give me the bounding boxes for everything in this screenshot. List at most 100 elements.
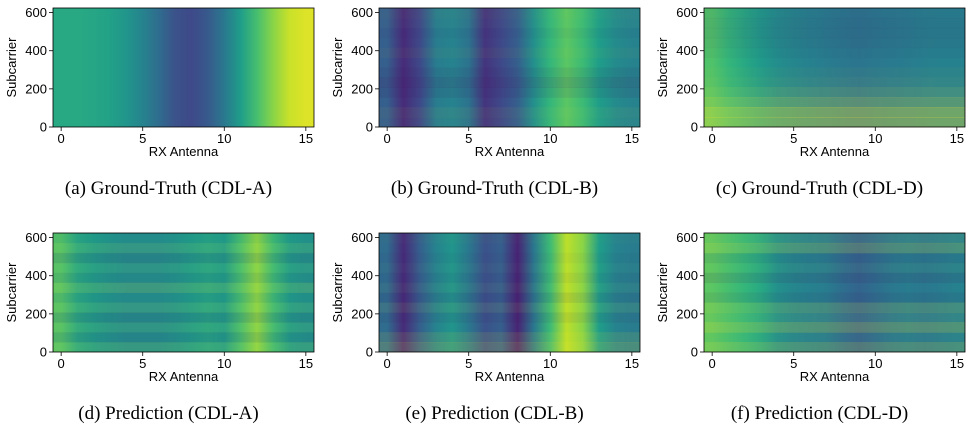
heatmap-band bbox=[53, 342, 314, 353]
y-tick-label: 200 bbox=[25, 306, 47, 321]
x-tick-label: 15 bbox=[625, 356, 639, 371]
heatmap-band bbox=[379, 107, 640, 118]
x-axis-label: RX Antenna bbox=[800, 144, 870, 159]
y-tick-label: 400 bbox=[676, 43, 698, 58]
heatmap-band bbox=[53, 252, 314, 264]
y-tick-label: 600 bbox=[25, 230, 47, 245]
y-tick-label: 600 bbox=[351, 5, 373, 20]
plot-frame bbox=[52, 232, 315, 353]
heatmap-band bbox=[704, 77, 965, 88]
heatmap-band bbox=[53, 332, 314, 343]
y-axis-label: Subcarrier bbox=[4, 262, 19, 323]
heatmap-band bbox=[704, 332, 965, 342]
x-tick-label: 5 bbox=[465, 356, 472, 371]
x-tick-label: 15 bbox=[299, 131, 313, 146]
subfigure-caption: (b) Ground-Truth (CDL-B) bbox=[391, 178, 598, 199]
heatmap-band bbox=[704, 252, 965, 264]
x-axis-label: RX Antenna bbox=[800, 369, 870, 384]
heatmap-panel-5: 0 200 400 600 0 5 10 15 RX Antenna Subcarrier (e) … bbox=[330, 230, 641, 424]
x-tick-label: 5 bbox=[790, 356, 797, 371]
x-tick-label: 5 bbox=[790, 131, 797, 146]
heatmap-field bbox=[704, 8, 965, 127]
plot-frame bbox=[378, 7, 641, 128]
y-tick-label: 600 bbox=[351, 230, 373, 245]
heatmap-band bbox=[704, 263, 965, 273]
subfigure-caption: (c) Ground-Truth (CDL-D) bbox=[716, 178, 923, 199]
heatmap-band bbox=[704, 322, 965, 333]
heatmap-band bbox=[379, 302, 640, 313]
heatmap-band bbox=[379, 253, 640, 263]
heatmap-band bbox=[379, 332, 640, 343]
heatmap-band bbox=[53, 282, 314, 293]
heatmap-band bbox=[53, 233, 314, 243]
plot-frame bbox=[378, 232, 641, 353]
heatmap-band bbox=[53, 302, 314, 313]
heatmap-band bbox=[704, 292, 965, 303]
x-tick-label: 10 bbox=[868, 131, 882, 146]
x-tick-label: 0 bbox=[384, 356, 391, 371]
subfigure-caption: (e) Prediction (CDL-B) bbox=[405, 403, 583, 424]
heatmap-field bbox=[379, 233, 640, 352]
x-tick-label: 15 bbox=[950, 131, 964, 146]
heatmap-band bbox=[704, 342, 965, 353]
x-tick-label: 10 bbox=[217, 356, 231, 371]
heatmap-band bbox=[53, 242, 314, 254]
heatmap-band bbox=[379, 28, 640, 38]
x-tick-label: 0 bbox=[58, 356, 65, 371]
y-tick-label: 400 bbox=[351, 43, 373, 58]
y-tick-label: 200 bbox=[351, 81, 373, 96]
y-axis-label: Subcarrier bbox=[655, 262, 670, 323]
heatmap-panel-3: 0 200 400 600 0 5 10 15 RX Antenna Subcarrier (c) … bbox=[655, 5, 966, 199]
x-tick-label: 15 bbox=[299, 356, 313, 371]
subfigure-caption: (a) Ground-Truth (CDL-A) bbox=[65, 178, 272, 199]
heatmap-band bbox=[53, 312, 314, 323]
y-tick-label: 200 bbox=[676, 81, 698, 96]
x-tick-label: 0 bbox=[709, 131, 716, 146]
y-tick-label: 0 bbox=[691, 120, 698, 135]
x-tick-label: 0 bbox=[709, 356, 716, 371]
x-tick-label: 15 bbox=[625, 131, 639, 146]
heatmap-band bbox=[379, 233, 640, 243]
y-axis-label: Subcarrier bbox=[4, 37, 19, 98]
y-tick-label: 600 bbox=[25, 5, 47, 20]
heatmap-panel-6: 0 200 400 600 0 5 10 15 RX Antenna Subcarrier (f) … bbox=[655, 230, 966, 424]
heatmap-band bbox=[379, 67, 640, 78]
y-tick-label: 200 bbox=[351, 306, 373, 321]
y-tick-label: 200 bbox=[676, 306, 698, 321]
x-tick-label: 15 bbox=[950, 356, 964, 371]
heatmap-band bbox=[704, 68, 965, 78]
y-tick-label: 600 bbox=[676, 5, 698, 20]
heatmap-band bbox=[704, 312, 965, 323]
heatmap-band bbox=[379, 117, 640, 127]
heatmap-band bbox=[704, 117, 965, 128]
heatmap-field bbox=[53, 8, 314, 127]
heatmap-band bbox=[379, 87, 640, 98]
y-tick-label: 400 bbox=[25, 268, 47, 283]
plot-frame bbox=[703, 7, 966, 128]
heatmap-band bbox=[704, 87, 965, 98]
x-tick-label: 10 bbox=[868, 356, 882, 371]
heatmap-band bbox=[704, 302, 965, 313]
heatmap-band bbox=[379, 292, 640, 303]
heatmap-field bbox=[704, 233, 965, 352]
x-tick-label: 5 bbox=[139, 356, 146, 371]
y-tick-label: 400 bbox=[676, 268, 698, 283]
heatmap-band bbox=[704, 17, 965, 29]
heatmap-band bbox=[379, 342, 640, 353]
y-tick-label: 200 bbox=[25, 81, 47, 96]
heatmap-band bbox=[379, 48, 640, 58]
heatmap-band bbox=[704, 272, 965, 284]
heatmap-band bbox=[53, 322, 314, 333]
x-tick-label: 5 bbox=[139, 131, 146, 146]
subfigure-caption: (f) Prediction (CDL-D) bbox=[731, 403, 908, 424]
heatmap-field bbox=[53, 233, 314, 352]
x-axis-label: RX Antenna bbox=[475, 144, 545, 159]
plot-frame bbox=[52, 7, 315, 128]
y-axis-label: Subcarrier bbox=[330, 37, 345, 98]
y-tick-label: 0 bbox=[366, 345, 373, 360]
heatmap-band bbox=[704, 242, 965, 254]
heatmap-band bbox=[53, 292, 314, 303]
y-tick-label: 600 bbox=[676, 230, 698, 245]
heatmap-band bbox=[704, 48, 965, 58]
x-axis-label: RX Antenna bbox=[475, 369, 545, 384]
